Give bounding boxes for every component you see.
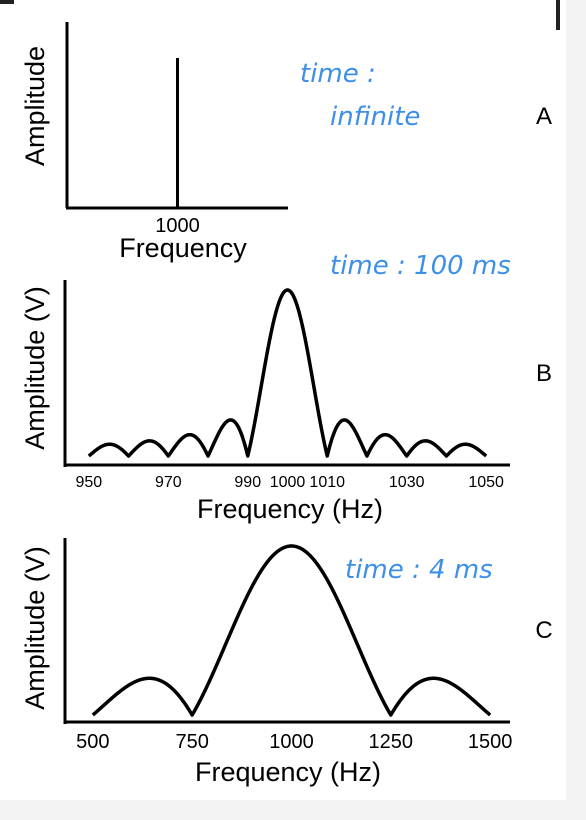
panel-c-tick-label-1000: 1000 [269,731,314,753]
panel-b-annotation: time : 100 ms [330,251,511,281]
panel-c-y-label: Amplitude (V) [20,546,50,710]
panel-b-x-label: Frequency (Hz) [197,494,383,524]
panel-a-tick-label-1000: 1000 [155,215,200,237]
panel-a-annotation-line-2: infinite [330,102,420,132]
panel-a-y-label: Amplitude [20,46,50,166]
panel-a-label: A [536,103,552,130]
panel-c-spectrum-line [91,544,492,717]
panel-b-tick-label-1000: 1000 [270,474,306,491]
panel-b-spectrum-line [87,288,488,458]
crop-mark-right [556,0,560,30]
panel-a-annotation-line-1: time : [300,59,376,89]
panel-a: 1000 Frequency Amplitude time : infinite… [20,22,552,263]
panel-b-tick-label-1030: 1030 [389,474,425,491]
panel-c-tick-label-500: 500 [76,731,109,753]
figure-background [0,0,566,800]
panel-b: 950 970 990 1000 1010 1030 1050 Frequenc… [20,251,552,524]
panel-b-label: B [536,360,552,387]
panel-c-tick-label-1250: 1250 [369,731,414,753]
panel-c-tick-label-1500: 1500 [468,731,513,753]
panel-a-x-label: Frequency [119,233,247,263]
panel-b-tick-label-950: 950 [75,474,102,491]
panel-b-y-label: Amplitude (V) [20,286,50,450]
panel-c: 500 750 1000 1250 1500 Frequency (Hz) Am… [20,538,553,787]
panel-b-tick-label-1010: 1010 [309,474,345,491]
panel-c-tick-label-750: 750 [175,731,208,753]
panel-c-x-label: Frequency (Hz) [195,757,381,787]
panel-b-tick-label-990: 990 [234,474,261,491]
crop-mark-left [0,0,14,4]
panel-c-annotation: time : 4 ms [345,555,493,585]
panel-c-label: C [535,617,552,644]
panel-b-tick-label-1050: 1050 [468,474,504,491]
panel-b-tick-label-970: 970 [155,474,182,491]
